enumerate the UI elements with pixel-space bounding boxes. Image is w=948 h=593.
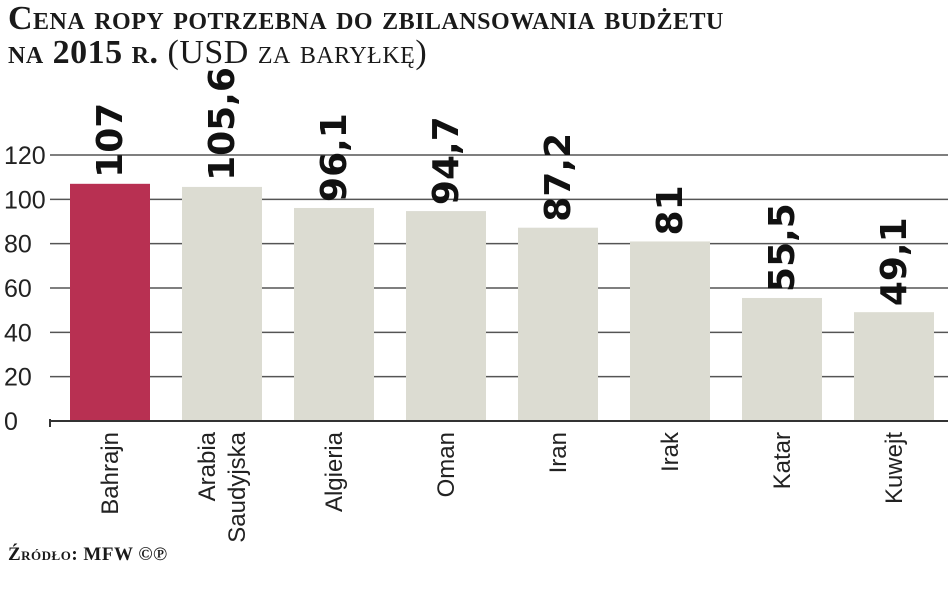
bar-2 [182, 186, 262, 421]
value-label-3: 96,1 [314, 113, 355, 202]
y-tick-label-60: 60 [4, 275, 32, 303]
y-tick-label-20: 20 [4, 364, 32, 392]
chart-title: Cena ropy potrzebna do zbilansowania bud… [8, 2, 724, 70]
chart-title-line-1: Cena ropy potrzebna do zbilansowania bud… [8, 0, 724, 37]
bar-1 [70, 183, 150, 421]
chart-title-line-2: na 2015 r. (USD za baryłkę) [8, 36, 724, 70]
bar-8 [854, 312, 934, 421]
value-label-4: 94,7 [426, 116, 467, 205]
y-tick-label-80: 80 [4, 231, 32, 259]
category-label-2-line-2: Saudyjska [224, 431, 251, 542]
category-label-6: Irak [657, 431, 684, 472]
bar-5 [518, 227, 598, 421]
category-label-1: Bahrajn [97, 432, 124, 515]
category-label-8: Kuwejt [881, 432, 908, 504]
value-label-5: 87,2 [538, 133, 579, 222]
category-label-4: Oman [433, 432, 460, 497]
bar-4 [406, 211, 486, 421]
y-tick-label-0: 0 [4, 408, 18, 436]
category-label-2-line-1: Arabia [194, 431, 221, 501]
bar-6 [630, 241, 710, 421]
y-tick-label-40: 40 [4, 319, 32, 347]
category-label-7: Katar [769, 432, 796, 489]
source-note: Źródło: MFW ©℗ [8, 544, 168, 565]
y-tick-label-120: 120 [4, 142, 46, 170]
value-label-8: 49,1 [874, 217, 915, 306]
value-label-7: 55,5 [762, 203, 803, 292]
category-label-3: Algieria [321, 431, 348, 512]
value-label-2: 105,6 [202, 67, 243, 181]
category-label-5: Iran [545, 432, 572, 473]
bar-3 [294, 207, 374, 421]
value-label-1: 107 [90, 103, 131, 178]
value-label-6: 81 [650, 185, 691, 235]
y-tick-label-100: 100 [4, 186, 46, 214]
chart-title-year: na 2015 r. [8, 34, 159, 71]
bar-7 [742, 297, 822, 421]
chart-title-unit: (USD za baryłkę) [167, 34, 428, 71]
